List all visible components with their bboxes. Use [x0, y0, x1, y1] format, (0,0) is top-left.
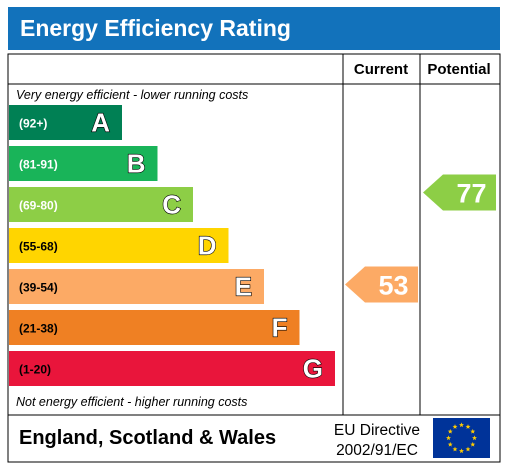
eu-flag-star	[472, 435, 477, 441]
band-range-a: (92+)	[19, 117, 47, 131]
footer-directive-line1: EU Directive	[334, 422, 420, 439]
eu-flag-star	[446, 435, 451, 441]
band-bar-f	[9, 310, 300, 345]
band-letter-a: A	[91, 108, 110, 138]
eu-flag-star	[447, 428, 453, 434]
band-bar-c	[9, 187, 193, 222]
band-letter-b: B	[127, 149, 146, 179]
rating-bands: (92+) A (81-91) B (69-80) C (55-68) D (39-54) E (2…	[9, 105, 335, 386]
page-title: Energy Efficiency Rating	[8, 7, 500, 50]
band-bar-b	[9, 146, 158, 181]
potential-rating-value: 77	[456, 179, 486, 209]
current-rating-arrow	[345, 266, 418, 303]
potential-rating-arrow	[423, 174, 496, 211]
eu-flag-star	[465, 424, 471, 429]
eu-flag-star	[465, 446, 471, 452]
band-bar-a	[9, 105, 122, 140]
footer-directive-line2: 2002/91/EC	[336, 442, 418, 459]
band-range-f: (21-38)	[19, 322, 58, 336]
band-range-c: (69-80)	[19, 199, 58, 213]
band-range-e: (39-54)	[19, 281, 58, 295]
rating-arrows: 53 77	[345, 174, 496, 303]
chart-frame	[7, 53, 501, 463]
band-letter-f: F	[272, 313, 288, 343]
top-note: Very energy efficient - lower running co…	[16, 88, 248, 102]
band-letter-g: G	[303, 354, 323, 384]
eu-flag-icon	[433, 418, 490, 458]
band-letter-e: E	[235, 272, 252, 302]
band-letter-d: D	[198, 231, 217, 261]
column-header-potential: Potential	[427, 61, 490, 78]
band-range-g: (1-20)	[19, 363, 51, 377]
eu-flag-star	[447, 441, 453, 447]
eu-flag-star	[459, 422, 464, 428]
band-bar-e	[9, 269, 264, 304]
band-range-d: (55-68)	[19, 240, 58, 254]
band-bar-g	[9, 351, 335, 386]
eu-flag-star	[459, 448, 464, 454]
bottom-note: Not energy efficient - higher running co…	[16, 395, 247, 409]
footer-border	[7, 414, 501, 463]
eu-flag-star	[470, 428, 476, 434]
footer-region: England, Scotland & Wales	[19, 427, 276, 449]
column-header-current: Current	[354, 61, 408, 78]
current-rating-value: 53	[378, 271, 408, 301]
band-letter-c: C	[162, 190, 181, 220]
band-range-b: (81-91)	[19, 158, 58, 172]
eu-flag-star	[470, 441, 476, 447]
eu-flag-star	[452, 446, 458, 452]
band-bar-d	[9, 228, 229, 263]
eu-flag-star	[452, 424, 458, 429]
